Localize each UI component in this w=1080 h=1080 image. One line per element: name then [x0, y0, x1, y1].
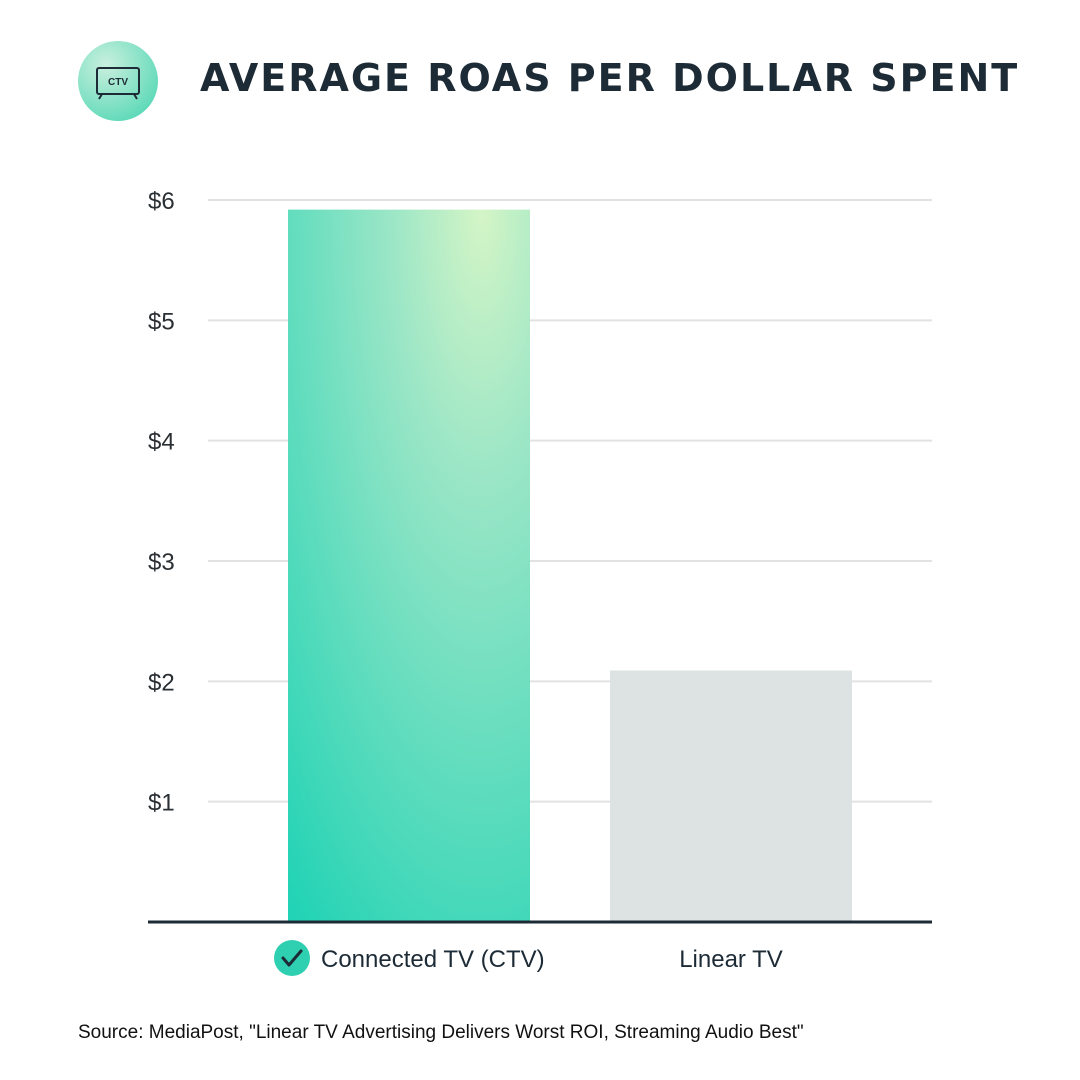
y-tick-label: $4	[148, 429, 175, 456]
source-note: Source: MediaPost, "Linear TV Advertisin…	[78, 1022, 804, 1043]
logo-label: CTV	[108, 77, 128, 88]
category-label-ctv: Connected TV (CTV)	[321, 946, 545, 973]
y-tick-label: $2	[148, 669, 175, 696]
bar-linear-tv	[610, 670, 852, 922]
y-tick-label: $1	[148, 790, 175, 817]
y-axis-ticks: $1 $2 $3 $4 $5 $6	[148, 188, 175, 817]
logo-badge: CTV	[78, 41, 158, 121]
category-label-linear-tv: Linear TV	[679, 946, 783, 973]
y-tick-label: $6	[148, 188, 175, 215]
tv-icon: CTV	[96, 67, 140, 100]
bar-chart: $1 $2 $3 $4 $5 $6 Connected TV (CTV) Linear TV	[148, 188, 932, 976]
bar-ctv	[288, 209, 530, 923]
y-tick-label: $5	[148, 308, 175, 335]
y-tick-label: $3	[148, 549, 175, 576]
check-circle-icon	[274, 940, 310, 976]
bars	[288, 209, 852, 923]
page-title: AVERAGE ROAS PER DOLLAR SPENT	[200, 56, 1020, 100]
x-axis-categories: Connected TV (CTV) Linear TV	[274, 940, 783, 976]
